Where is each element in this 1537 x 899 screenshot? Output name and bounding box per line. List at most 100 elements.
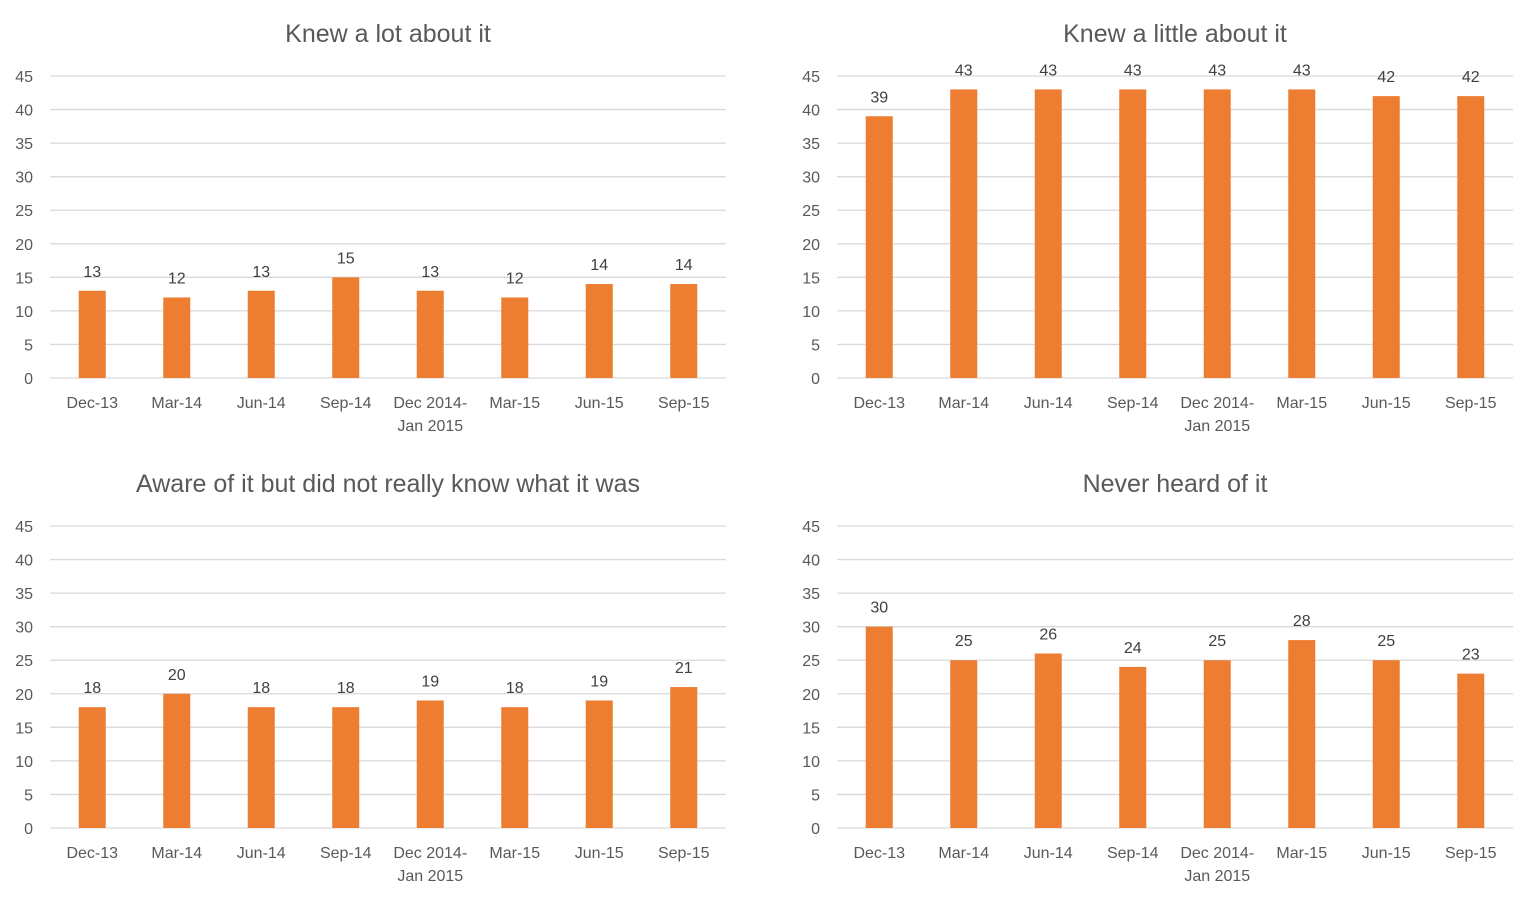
y-tick-label: 25 [802,203,820,220]
x-tick-label: Dec 2014-Jan 2015 [1180,845,1254,885]
y-tick-label: 45 [802,69,820,86]
y-tick-label: 5 [811,787,820,804]
bar [332,277,360,378]
x-tick-label: Jun-14 [1024,395,1073,412]
x-tick-label: Dec-13 [853,395,905,412]
bar [865,626,893,828]
data-label: 42 [1462,69,1480,86]
bar [247,707,275,828]
x-tick-label: Jun-15 [1362,845,1411,862]
x-tick-label: Jun-15 [575,395,624,412]
y-tick-label: 40 [802,553,820,570]
y-tick-label: 20 [802,687,820,704]
bar [1034,653,1062,828]
data-label: 26 [1039,627,1057,644]
bar [1034,89,1062,378]
bar [1372,660,1400,828]
y-tick-label: 25 [802,653,820,670]
bar [163,297,191,378]
data-label: 18 [506,680,524,697]
bar [670,687,698,828]
y-tick-label: 35 [802,586,820,603]
chart-knew-a-little: Knew a little about it 0 5 10 15 20 25 30 35 40 45… [787,0,1537,449]
bar [950,660,978,828]
data-label: 14 [590,257,608,274]
data-label: 43 [1208,62,1226,79]
chart-aware-not-know: Aware of it but did not really know what… [0,450,768,899]
bar [1119,89,1147,378]
bar [950,89,978,378]
bar [1203,660,1231,828]
data-label: 28 [1293,613,1311,630]
x-tick-label: Sep-14 [1107,395,1159,412]
data-label: 12 [168,270,186,287]
y-tick-label: 5 [24,337,33,354]
data-label: 43 [1293,62,1311,79]
x-tick-label: Jun-15 [1362,395,1411,412]
y-tick-label: 40 [15,103,33,120]
x-tick-label: Dec 2014-Jan 2015 [393,395,467,435]
bar [865,116,893,379]
y-tick-label: 35 [15,586,33,603]
bar [1372,96,1400,378]
data-label: 21 [675,660,693,677]
x-tick-label: Dec-13 [66,845,118,862]
x-tick-label: Sep-15 [658,845,710,862]
chart-knew-a-lot: Knew a lot about it 0 5 10 15 20 25 30 35 40 45 13 D… [0,0,768,449]
y-tick-label: 30 [15,170,33,187]
y-tick-label: 15 [15,720,33,737]
data-label: 18 [83,680,101,697]
bar [1119,666,1147,828]
y-tick-label: 10 [15,304,33,321]
y-tick-label: 10 [802,754,820,771]
y-tick-label: 45 [15,69,33,86]
data-label: 12 [506,270,524,287]
data-label: 13 [252,264,270,281]
x-tick-label: Jun-15 [575,845,624,862]
bar [1288,640,1316,828]
bar [416,700,444,828]
x-tick-label: Mar-14 [151,845,202,862]
bar [501,707,529,828]
chart-title: Aware of it but did not really know what… [136,470,640,498]
bar [247,290,275,378]
x-tick-label: Mar-14 [938,395,989,412]
y-tick-label: 0 [811,371,820,388]
x-tick-label: Dec-13 [66,395,118,412]
data-label: 13 [83,264,101,281]
bar [1288,89,1316,378]
x-tick-label: Mar-15 [489,845,540,862]
y-tick-label: 30 [802,620,820,637]
y-tick-label: 45 [15,519,33,536]
x-tick-label: Dec-13 [853,845,905,862]
data-label: 19 [590,673,608,690]
y-tick-label: 15 [15,270,33,287]
bar [416,290,444,378]
x-tick-label: Sep-14 [320,395,372,412]
y-tick-label: 35 [802,136,820,153]
y-tick-label: 5 [24,787,33,804]
bar [78,707,106,828]
data-label: 18 [337,680,355,697]
chart-title: Knew a lot about it [285,20,491,48]
y-tick-label: 20 [15,237,33,254]
x-tick-label: Dec 2014-Jan 2015 [1180,395,1254,435]
bar [163,693,191,828]
y-tick-label: 35 [15,136,33,153]
y-tick-label: 0 [24,371,33,388]
y-tick-label: 25 [15,653,33,670]
y-tick-label: 40 [802,103,820,120]
x-tick-label: Sep-15 [1445,395,1497,412]
chart-svg: Knew a lot about it 0 5 10 15 20 25 30 35 40 45 13 D… [15,20,726,435]
chart-title: Never heard of it [1083,470,1268,498]
y-tick-label: 40 [15,553,33,570]
data-label: 19 [421,673,439,690]
bar [501,297,529,378]
x-tick-label: Mar-14 [938,845,989,862]
bar [1203,89,1231,378]
data-label: 30 [870,600,888,617]
y-tick-label: 0 [24,821,33,838]
bar [585,700,613,828]
x-tick-label: Mar-15 [489,395,540,412]
data-label: 25 [1208,633,1226,650]
